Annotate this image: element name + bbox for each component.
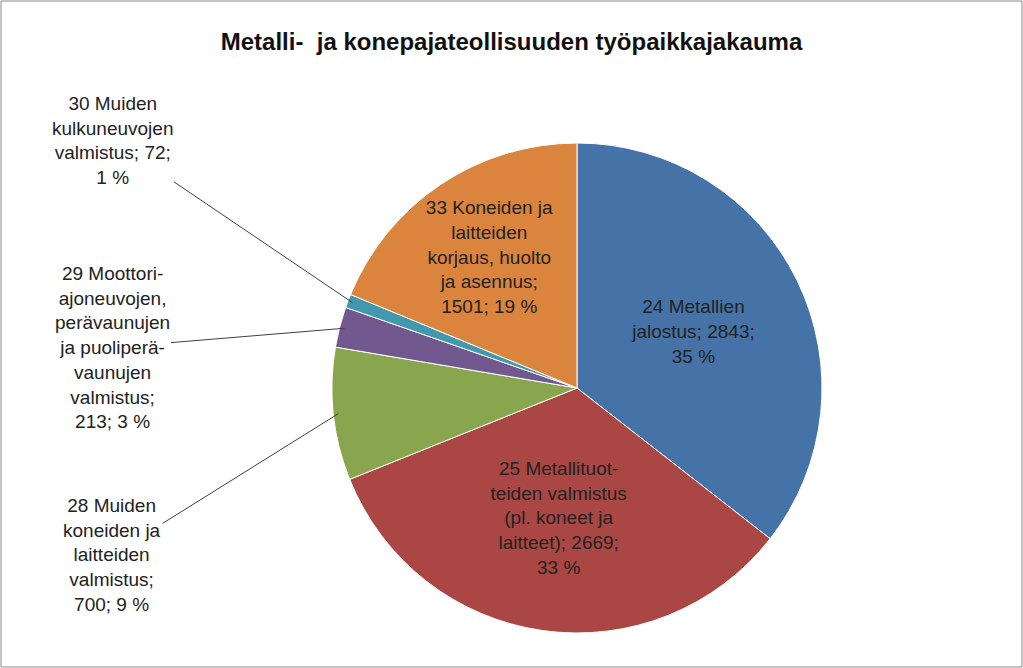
svg-text:30 Muidenkulkuneuvojenvalmistu: 30 Muidenkulkuneuvojenvalmistus; 72;1 % [52, 93, 173, 188]
svg-text:25 Metallituot-teiden valmistu: 25 Metallituot-teiden valmistus(pl. kone… [491, 458, 627, 578]
svg-text:24 Metallienjalostus; 2843;35: 24 Metallienjalostus; 2843;35 % [631, 296, 755, 366]
svg-text:Metalli- ja konepajateollisuu: Metalli- ja konepajateollisuuden työpaik… [221, 28, 803, 55]
svg-text:29 Moottori-ajoneuvojen,peräva: 29 Moottori-ajoneuvojen,perävaunujenja p… [55, 263, 170, 432]
svg-text:28 Muidenkoneiden jalaitteiden: 28 Muidenkoneiden jalaitteidenvalmistus;… [63, 495, 161, 615]
svg-text:33 Koneiden jalaitteidenkorjau: 33 Koneiden jalaitteidenkorjaus, huoltoj… [426, 197, 553, 317]
